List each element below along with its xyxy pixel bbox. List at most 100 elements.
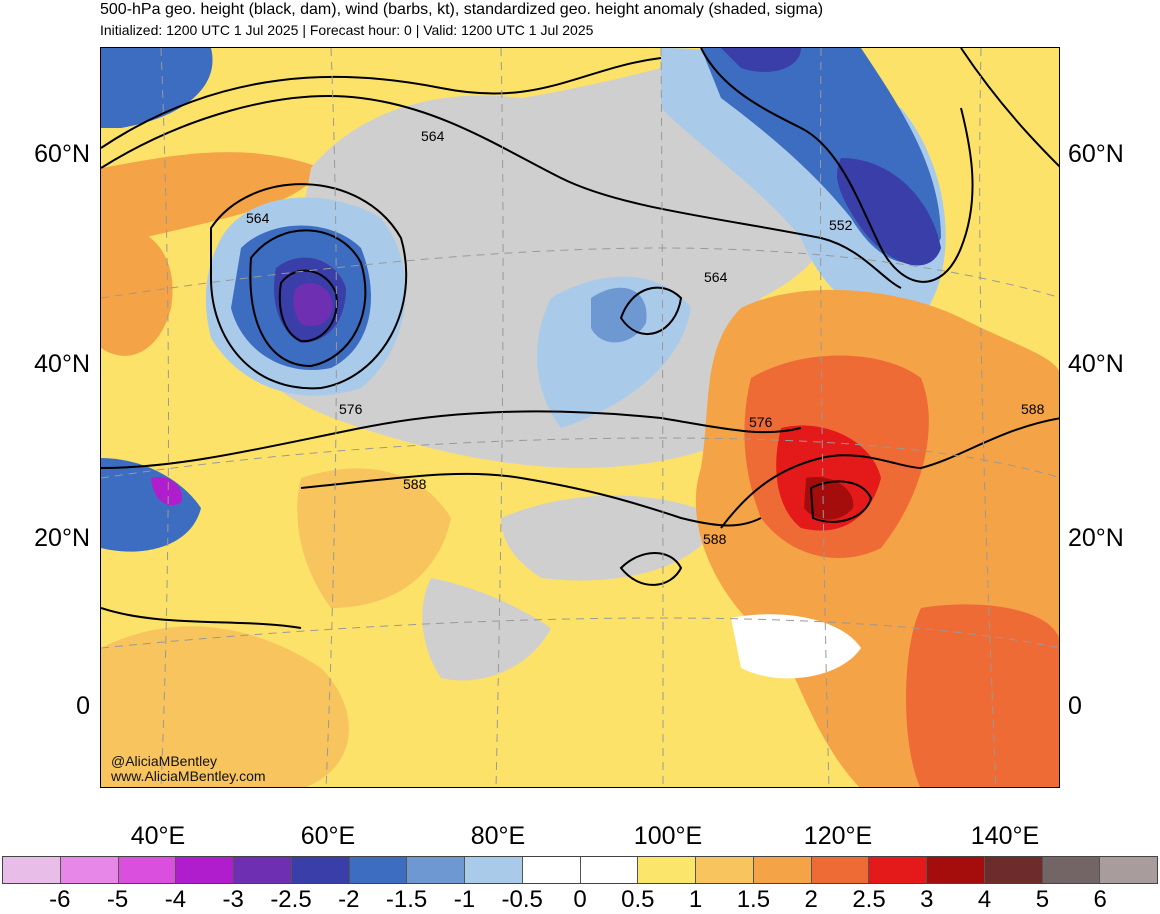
colorbar-swatch (811, 857, 870, 883)
lat-label-right: 40°N (1068, 350, 1124, 378)
contour-label: 552 (829, 217, 853, 233)
anomaly-purple-caspian (293, 282, 333, 327)
colorbar-swatch (349, 857, 408, 883)
colorbar-swatch (118, 857, 177, 883)
colorbar-label: -6 (49, 886, 71, 913)
contour-label: 576 (749, 414, 773, 430)
lat-label-left: 0 (76, 692, 90, 720)
contour-label: 588 (403, 476, 427, 492)
contour-line (720, 417, 1059, 529)
lat-label-right: 0 (1068, 692, 1082, 720)
contour-line (278, 269, 338, 343)
anomaly-red-east (776, 425, 881, 531)
colorbar-label: 5 (1035, 886, 1050, 913)
contour-line (700, 48, 974, 283)
colorbar-swatch (696, 857, 754, 883)
colorbar-label: 3 (920, 886, 934, 913)
lon-label: 100°E (633, 822, 703, 850)
anomaly-africa (101, 626, 349, 787)
colorbar-swatch (3, 857, 61, 883)
contour-label: 588 (1021, 401, 1045, 417)
colorbar-swatch (60, 857, 119, 883)
colorbar-label: 0 (573, 886, 587, 913)
contour-line (619, 552, 683, 586)
graticule-line (101, 247, 1059, 299)
lat-label-right: 20°N (1068, 524, 1124, 552)
contour-line (101, 607, 302, 629)
graticule-line (660, 48, 664, 787)
lon-label: 140°E (970, 822, 1040, 850)
contour-label: 564 (246, 210, 270, 226)
colorbar-label: -4 (164, 886, 187, 913)
map-title: 500-hPa geo. height (black, dam), wind (… (100, 1, 824, 18)
contour-line (619, 286, 683, 336)
colorbar-swatch (1100, 857, 1157, 883)
map-canvas: 564 564 564 552 576 576 588 588 588 (101, 48, 1059, 787)
contour-label: 564 (704, 269, 728, 285)
contour-line (101, 410, 802, 469)
contour-label: 576 (339, 401, 363, 417)
contour-line (210, 183, 408, 390)
anomaly-darkblue-arctic (721, 48, 801, 72)
colorbar-swatch (1042, 857, 1101, 883)
colorbar-label: -0.5 (501, 886, 543, 913)
contour-line (101, 57, 662, 149)
colorbar-swatch (234, 857, 292, 883)
colorbar-label: -2 (338, 886, 360, 913)
anomaly-gray-india (422, 578, 551, 681)
map-subtitle: Initialized: 1200 UTC 1 Jul 2025 | Forec… (100, 22, 594, 38)
lon-label: 60°E (300, 822, 356, 850)
anomaly-blue-nwcorner (101, 48, 213, 128)
contour-line (249, 229, 367, 368)
graticule-line (979, 48, 997, 787)
colorbar-swatch (407, 857, 465, 883)
anomaly-purple-africa (151, 477, 182, 506)
colorbar-label: 2.5 (852, 886, 886, 913)
anomaly-gray-tibet (501, 495, 721, 581)
anomaly-gray-central (251, 68, 831, 468)
graticule (101, 48, 1059, 787)
lat-label-right: 60°N (1068, 140, 1124, 168)
anomaly-redorange-se (906, 604, 1059, 787)
credit-handle: @AliciaMBentley (111, 753, 218, 769)
colorbar-swatch (580, 857, 639, 883)
colorbar-swatch (927, 857, 985, 883)
lon-label: 120°E (803, 822, 873, 850)
graticule-line (160, 48, 169, 787)
graticule-line (325, 48, 337, 787)
lat-label-left: 60°N (34, 140, 90, 168)
contour-line (809, 480, 873, 523)
colorbar-swatch (522, 857, 581, 883)
anomaly-arabia (297, 468, 451, 608)
colorbar (2, 856, 1158, 884)
anomaly-blue-mongolia (537, 276, 691, 428)
credit-site: www.AliciaMBentley.com (111, 768, 266, 784)
height-contours (101, 48, 1059, 629)
contour-label: 564 (421, 128, 445, 144)
contour-labels: 564 564 564 552 576 576 588 588 588 (246, 128, 1045, 547)
colorbar-label: -2.5 (270, 886, 312, 913)
colorbar-swatch (869, 857, 927, 883)
lon-label: 40°E (130, 822, 186, 850)
lat-label-left: 40°N (34, 350, 90, 378)
colorbar-label: 4 (977, 886, 992, 913)
anomaly-darkred-east (804, 477, 854, 520)
contour-line (300, 472, 762, 527)
colorbar-label: -1.5 (385, 886, 428, 913)
anomaly-darkblue-okhotsk (837, 158, 941, 266)
graticule-line (495, 48, 504, 787)
colorbar-label: 1.5 (736, 886, 771, 913)
colorbar-label: -3 (222, 886, 244, 913)
colorbar-label: 1 (688, 886, 703, 913)
anomaly-white-scs (731, 614, 861, 679)
colorbar-label: -1 (453, 886, 476, 913)
colorbar-label: -5 (106, 886, 129, 913)
colorbar-swatch (465, 857, 523, 883)
anomaly-blue-africa (101, 458, 201, 552)
colorbar-swatch (984, 857, 1043, 883)
colorbar-swatch (291, 857, 350, 883)
graticule-line (101, 617, 1059, 649)
anomaly-orange-europe (101, 226, 173, 356)
contour-line (101, 95, 902, 289)
colorbar-swatch (753, 857, 812, 883)
